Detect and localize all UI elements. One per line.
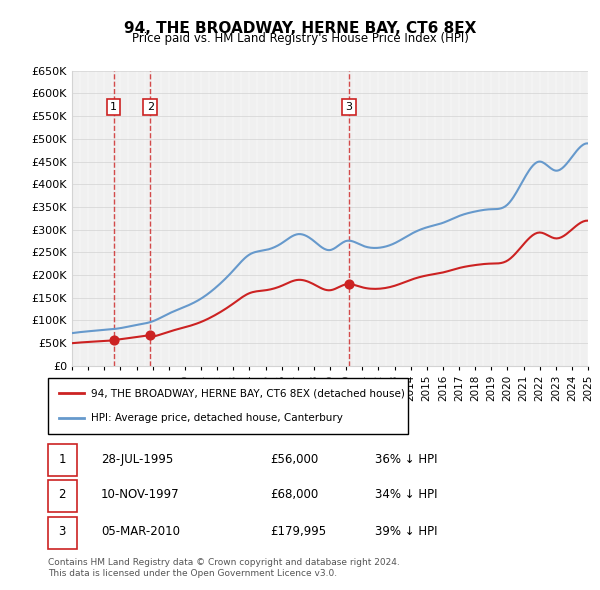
Point bbox=[109, 336, 118, 345]
Text: Contains HM Land Registry data © Crown copyright and database right 2024.: Contains HM Land Registry data © Crown c… bbox=[48, 558, 400, 566]
Text: 94, THE BROADWAY, HERNE BAY, CT6 8EX: 94, THE BROADWAY, HERNE BAY, CT6 8EX bbox=[124, 21, 476, 35]
Text: 05-MAR-2010: 05-MAR-2010 bbox=[101, 525, 180, 539]
Text: 1: 1 bbox=[110, 102, 117, 112]
Point bbox=[344, 280, 353, 289]
Text: 10-NOV-1997: 10-NOV-1997 bbox=[101, 489, 179, 502]
Point bbox=[146, 330, 155, 340]
Text: 3: 3 bbox=[346, 102, 352, 112]
Text: 1: 1 bbox=[59, 453, 66, 466]
Text: 39% ↓ HPI: 39% ↓ HPI bbox=[376, 525, 438, 539]
Text: 2: 2 bbox=[147, 102, 154, 112]
Text: This data is licensed under the Open Government Licence v3.0.: This data is licensed under the Open Gov… bbox=[48, 569, 337, 578]
FancyBboxPatch shape bbox=[48, 517, 77, 549]
Text: 2: 2 bbox=[59, 489, 66, 502]
Text: £68,000: £68,000 bbox=[270, 489, 318, 502]
Text: HPI: Average price, detached house, Canterbury: HPI: Average price, detached house, Cant… bbox=[91, 413, 343, 423]
Text: 28-JUL-1995: 28-JUL-1995 bbox=[101, 453, 173, 466]
FancyBboxPatch shape bbox=[48, 444, 77, 476]
Text: £179,995: £179,995 bbox=[270, 525, 326, 539]
Text: £56,000: £56,000 bbox=[270, 453, 318, 466]
FancyBboxPatch shape bbox=[48, 480, 77, 512]
FancyBboxPatch shape bbox=[48, 378, 408, 434]
Text: 36% ↓ HPI: 36% ↓ HPI bbox=[376, 453, 438, 466]
Text: Price paid vs. HM Land Registry's House Price Index (HPI): Price paid vs. HM Land Registry's House … bbox=[131, 32, 469, 45]
Text: 94, THE BROADWAY, HERNE BAY, CT6 8EX (detached house): 94, THE BROADWAY, HERNE BAY, CT6 8EX (de… bbox=[91, 388, 405, 398]
Text: 34% ↓ HPI: 34% ↓ HPI bbox=[376, 489, 438, 502]
Text: 3: 3 bbox=[59, 525, 66, 539]
